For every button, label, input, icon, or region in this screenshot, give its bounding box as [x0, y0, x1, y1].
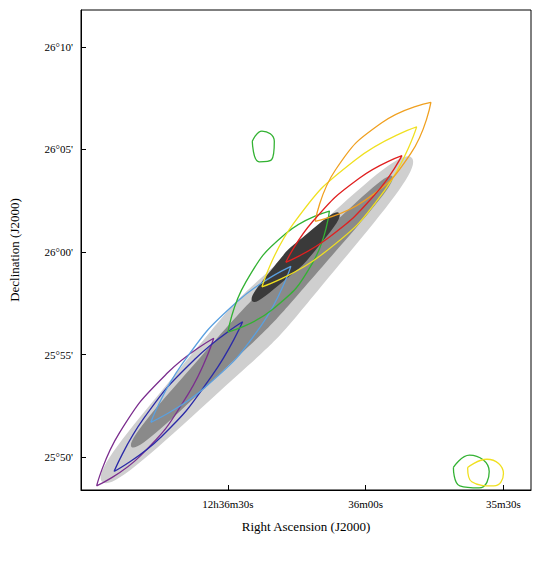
svg-text:Declination (J2000): Declination (J2000): [7, 198, 22, 302]
svg-text:26°10': 26°10': [45, 41, 73, 53]
svg-text:36m00s: 36m00s: [348, 498, 383, 510]
svg-text:Right Ascension (J2000): Right Ascension (J2000): [242, 519, 371, 534]
svg-text:25°55': 25°55': [45, 349, 73, 361]
svg-text:12h36m30s: 12h36m30s: [202, 498, 253, 510]
svg-text:25°50': 25°50': [45, 451, 73, 463]
svg-text:35m30s: 35m30s: [486, 498, 521, 510]
svg-text:26°00': 26°00': [45, 246, 73, 258]
svg-text:26°05': 26°05': [45, 143, 73, 155]
